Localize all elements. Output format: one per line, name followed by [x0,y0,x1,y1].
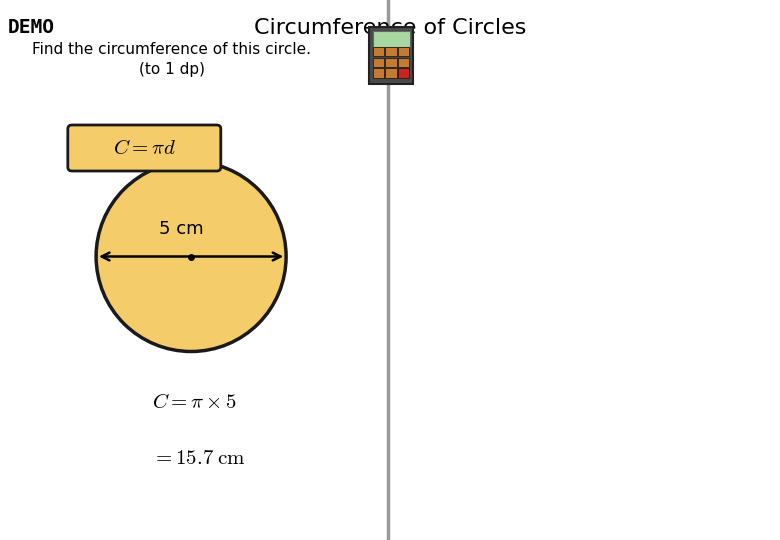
FancyBboxPatch shape [398,68,410,78]
FancyBboxPatch shape [373,47,384,56]
Text: $C = \pi  \times 5$: $C = \pi \times 5$ [152,392,237,413]
Text: DEMO: DEMO [8,18,55,37]
FancyBboxPatch shape [385,47,397,56]
Text: (to 1 dp): (to 1 dp) [139,62,204,77]
Text: 5 cm: 5 cm [159,220,204,239]
Text: Find the circumference of this circle.: Find the circumference of this circle. [32,42,311,57]
FancyBboxPatch shape [385,58,397,67]
Ellipse shape [96,161,286,352]
FancyBboxPatch shape [68,125,221,171]
FancyBboxPatch shape [398,47,410,56]
FancyBboxPatch shape [369,27,413,84]
FancyBboxPatch shape [373,68,384,78]
FancyBboxPatch shape [373,30,410,47]
Text: $= 15.7 \; \mathrm{cm}$: $= 15.7 \; \mathrm{cm}$ [152,448,246,468]
Text: Circumference of Circles: Circumference of Circles [254,18,526,38]
Text: $C = \pi d$: $C = \pi d$ [113,138,176,158]
FancyBboxPatch shape [385,68,397,78]
FancyBboxPatch shape [398,58,410,67]
FancyBboxPatch shape [373,58,384,67]
